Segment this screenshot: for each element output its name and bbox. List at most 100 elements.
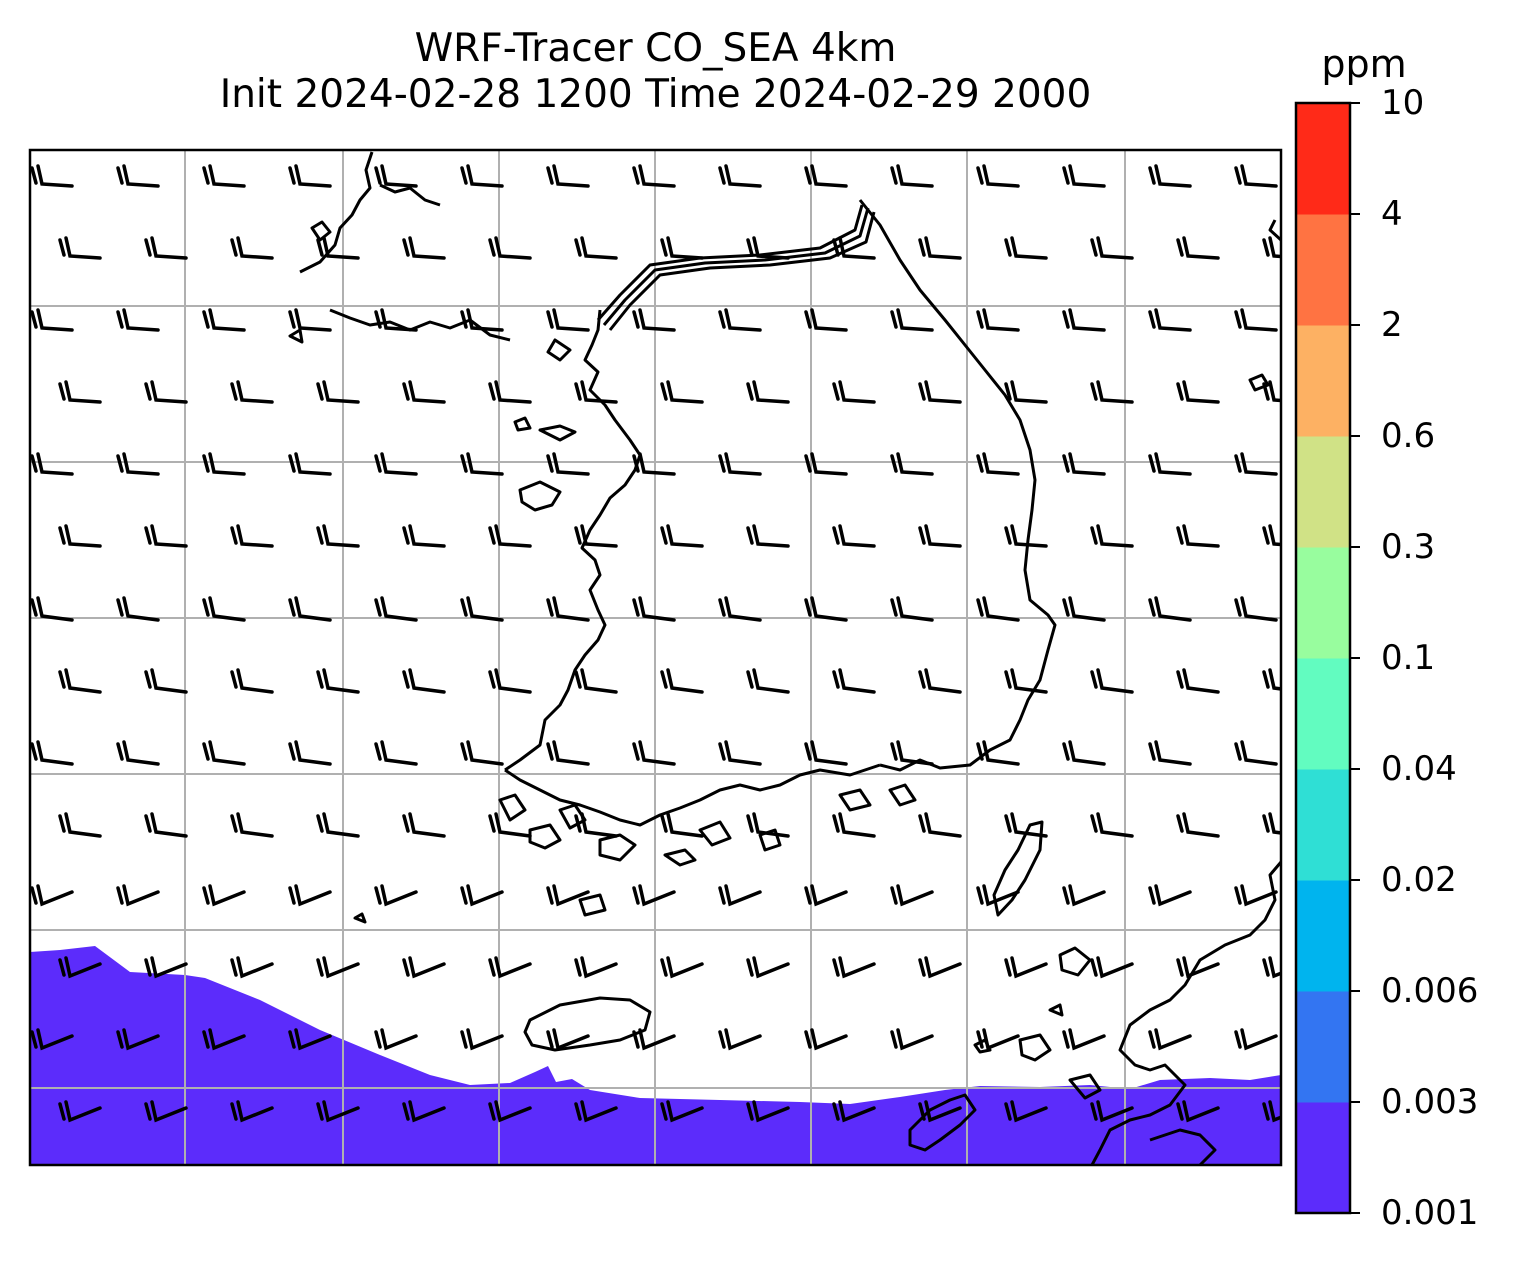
wind-barb [1148, 1028, 1192, 1051]
wind-barb [832, 812, 876, 838]
wind-barb [918, 524, 962, 548]
wind-barb [144, 1100, 188, 1123]
wind-barb [374, 452, 418, 476]
wind-barb [1148, 884, 1192, 907]
wind-barb [1262, 1100, 1281, 1123]
wind-barb [1236, 1174, 1276, 1192]
wind-barb [546, 596, 590, 622]
wind-barb [144, 236, 188, 260]
wind-barb [316, 1100, 360, 1123]
wind-barb [1176, 812, 1220, 838]
wind-barb [660, 236, 704, 260]
wind-barb [288, 740, 332, 766]
wind-barb [890, 740, 934, 766]
wind-barb [890, 452, 934, 476]
wind-barb [546, 740, 590, 766]
wind-barb [718, 884, 762, 907]
colorbar-segment [1296, 214, 1350, 326]
wind-barb [632, 596, 676, 622]
wind-barb [1090, 380, 1134, 404]
wind-barb [548, 1174, 588, 1192]
wind-barb [402, 812, 446, 838]
wind-barb [574, 668, 618, 694]
wind-barb [288, 1028, 332, 1051]
wind-barb [316, 668, 360, 694]
wind-barb [890, 1028, 934, 1051]
wind-barb [976, 1028, 1020, 1051]
title-line-1: WRF-Tracer CO_SEA 4km [414, 26, 897, 71]
wind-barb [632, 740, 676, 766]
map-content [30, 150, 1281, 1192]
wind-barb [460, 308, 504, 332]
colorbar-tick-label: 10 [1381, 83, 1425, 123]
map-frame [28, 148, 1283, 1167]
wind-barb [402, 956, 446, 979]
colorbar-segment [1296, 1102, 1350, 1214]
wind-barb [290, 1174, 330, 1192]
colorbar-segment [1296, 547, 1350, 659]
wind-barb [746, 1100, 790, 1123]
colorbar-tick-label: 0.3 [1381, 527, 1436, 567]
wind-barb [1234, 1028, 1278, 1051]
wind-barb [634, 1174, 674, 1192]
colorbar-segment [1296, 880, 1350, 992]
wind-barb [316, 380, 360, 404]
wind-barb [1062, 884, 1106, 907]
wind-barb [116, 1028, 160, 1051]
wind-barb [58, 236, 102, 260]
wind-barb [144, 380, 188, 404]
wind-barb [720, 1174, 760, 1192]
wind-barb [116, 164, 160, 188]
wind-barb [288, 452, 332, 476]
wind-barb [374, 596, 418, 622]
wind-barbs [30, 164, 1281, 1192]
wind-barb [1148, 596, 1192, 622]
wind-barb [832, 668, 876, 694]
wind-barb [230, 524, 274, 548]
wind-barb [718, 308, 762, 332]
wind-barb [660, 812, 704, 838]
wind-barb [230, 1100, 274, 1123]
wind-barb [374, 884, 418, 907]
wind-barb [58, 1100, 102, 1123]
wind-barb [1262, 380, 1281, 403]
wind-barb [1062, 596, 1106, 622]
wind-barb [632, 164, 676, 188]
wind-barb [376, 1174, 416, 1192]
wind-barb [1090, 236, 1134, 260]
wind-barb [202, 164, 246, 188]
wind-barb [1176, 380, 1220, 404]
wind-barb [1090, 1100, 1134, 1123]
wind-barb [1090, 668, 1134, 694]
wind-barb [1062, 452, 1106, 476]
wind-barb [202, 452, 246, 476]
wind-barb [116, 452, 160, 476]
wind-barb [144, 956, 188, 979]
wind-barb [30, 884, 74, 907]
wind-barb [1234, 308, 1278, 332]
wind-barb [546, 1028, 590, 1051]
wind-barb [660, 524, 704, 548]
wind-barb [288, 308, 332, 332]
wind-barb [1004, 1100, 1048, 1123]
wind-barb [1150, 1174, 1190, 1192]
wind-barb [116, 884, 160, 907]
wind-barb [1148, 740, 1192, 766]
wind-barb [230, 956, 274, 979]
wind-barb [574, 524, 618, 548]
wind-barb [316, 524, 360, 548]
wind-barb [30, 308, 74, 332]
colorbar-tick-label: 0.04 [1381, 749, 1457, 789]
wind-barb [488, 1100, 532, 1123]
wind-barb [374, 164, 418, 188]
wind-barb [632, 308, 676, 332]
wind-barb [204, 1174, 244, 1192]
colorbar-tick-label: 0.003 [1381, 1082, 1479, 1122]
wind-barb [718, 164, 762, 188]
wind-barb [144, 668, 188, 694]
colorbar-unit-label: ppm [1321, 42, 1407, 86]
colorbar-tick-label: 2 [1381, 305, 1403, 345]
colorbar-segment [1296, 325, 1350, 437]
wind-barb [230, 812, 274, 838]
wind-barb [1064, 1174, 1104, 1192]
